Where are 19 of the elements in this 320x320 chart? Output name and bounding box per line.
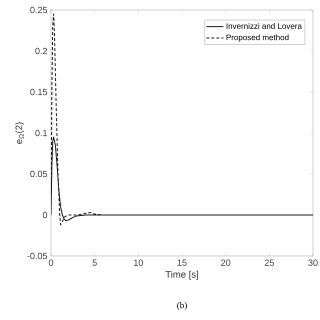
y-tick-label: 0.15 <box>30 88 48 96</box>
text: (b) <box>177 302 187 310</box>
x-tick-label: 30 <box>308 260 318 266</box>
x-tick-label: 15 <box>178 260 187 266</box>
y-tick-label: 0.1 <box>35 130 48 136</box>
legend-label: Proposed method <box>226 34 289 42</box>
x-tick-label: 5 <box>92 260 97 266</box>
x-axis-title: Time [s] <box>166 270 198 280</box>
y-tick-label: 0 <box>42 212 48 218</box>
y-tick-label: 0.25 <box>30 6 48 14</box>
x-tick-label: 10 <box>134 260 143 266</box>
x-tick-label: 20 <box>221 260 230 266</box>
x-tick-label: 0 <box>48 260 54 266</box>
x-tick-label: 25 <box>264 260 274 266</box>
legend-label: Invernizzi and Lovera <box>226 23 302 29</box>
y-tick-label: 0.2 <box>35 48 48 54</box>
y-tick-label: 0.05 <box>30 170 48 178</box>
y-tick-label: -0.05 <box>27 252 48 260</box>
y-axis-title: e$_{Ω}$(2) <box>15 122 24 144</box>
